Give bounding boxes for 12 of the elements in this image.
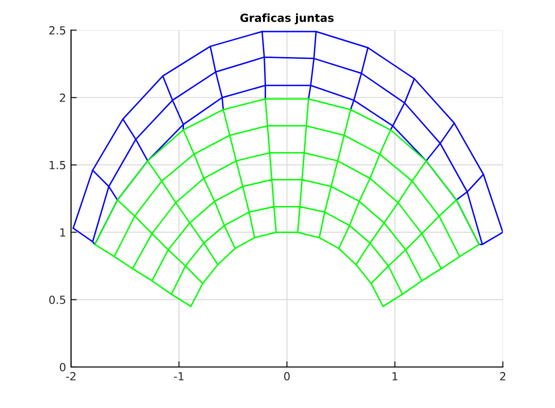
x-tick-label: 1 bbox=[392, 372, 398, 380]
x-tick-label: -1 bbox=[174, 372, 184, 380]
y-tick-label: 0 bbox=[60, 362, 66, 372]
x-tick-label: -2 bbox=[66, 372, 76, 380]
y-tick-label: 0.5 bbox=[49, 296, 66, 304]
chart-title: Graficas juntas bbox=[240, 13, 334, 24]
y-tick-label: 1.5 bbox=[50, 161, 66, 170]
y-tick-label: 2 bbox=[60, 94, 66, 102]
x-tick-label: 2 bbox=[500, 372, 506, 380]
y-tick-label: 2.5 bbox=[49, 26, 66, 35]
y-tick-label: 1 bbox=[60, 228, 66, 236]
x-tick-label: 0 bbox=[284, 372, 290, 380]
